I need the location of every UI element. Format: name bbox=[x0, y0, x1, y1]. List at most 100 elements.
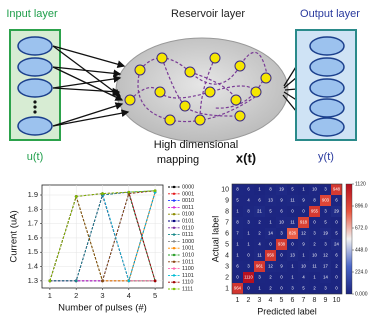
cell-label: 10 bbox=[301, 264, 306, 269]
cell-label: 11 bbox=[257, 253, 262, 258]
x-tick-label: 9 bbox=[324, 297, 328, 304]
ellipsis-dots bbox=[33, 100, 36, 113]
point bbox=[128, 191, 131, 194]
cell-label: 955 bbox=[311, 209, 319, 214]
legend-label: 1001 bbox=[182, 246, 194, 252]
cell-label: 938 bbox=[278, 242, 286, 247]
legend-label: 0011 bbox=[182, 205, 194, 211]
y-tick-label: 9 bbox=[225, 197, 229, 204]
legend-marker bbox=[173, 193, 175, 195]
legend-marker bbox=[173, 199, 175, 201]
colorbar-tick-label: 896.0 bbox=[355, 203, 368, 209]
cell-label: 19 bbox=[279, 187, 284, 192]
cell-label: 14 bbox=[268, 231, 273, 236]
cell-label: 826 bbox=[289, 231, 297, 236]
y-tick-label: 6 bbox=[225, 230, 229, 237]
figure: Input layer Reservoir layer Output layer bbox=[0, 0, 368, 317]
cell-label: 11 bbox=[290, 220, 295, 225]
y-tick-label: 1.4 bbox=[28, 262, 38, 271]
colorbar-tick-label: 224.0 bbox=[355, 269, 368, 275]
legend-label: 0110 bbox=[182, 225, 194, 231]
y-axis-label: Current (uA) bbox=[9, 210, 20, 262]
legend-label: 1101 bbox=[182, 273, 194, 279]
colorbar bbox=[346, 184, 352, 294]
cell-label: 918 bbox=[300, 220, 308, 225]
y-tick-label: 1.3 bbox=[28, 276, 38, 285]
y-tick-label: 1.5 bbox=[28, 247, 38, 256]
cell-label: 12 bbox=[268, 264, 273, 269]
legend-marker bbox=[173, 206, 175, 208]
legend-label: 1110 bbox=[182, 280, 193, 286]
legend-label: 0000 bbox=[182, 184, 194, 190]
y-tick-label: 10 bbox=[221, 186, 229, 193]
legend-marker bbox=[173, 281, 175, 283]
cell-label: 11 bbox=[312, 264, 317, 269]
x-tick-label: 8 bbox=[313, 297, 317, 304]
cell-label: 12 bbox=[323, 253, 328, 258]
legend-label: 0101 bbox=[182, 218, 194, 224]
input-title: Input layer bbox=[6, 8, 58, 20]
y-tick-label: 1.7 bbox=[28, 219, 38, 228]
diagram: Input layer Reservoir layer Output layer bbox=[6, 8, 360, 166]
x-tick-label: 3 bbox=[100, 291, 104, 300]
colorbar-tick-label: 672.0 bbox=[355, 225, 368, 231]
x-axis-label: Number of pulses (#) bbox=[58, 303, 147, 314]
legend-marker bbox=[173, 274, 175, 276]
point bbox=[75, 280, 78, 283]
legend-label: 1111 bbox=[182, 286, 193, 292]
legend-label: 0111 bbox=[182, 232, 193, 238]
reservoir-title: Reservoir layer bbox=[171, 8, 245, 20]
y-tick-label: 4 bbox=[225, 252, 229, 259]
input-signal: u(t) bbox=[27, 151, 44, 163]
legend-label: 1011 bbox=[182, 259, 194, 265]
legend-marker bbox=[173, 213, 175, 215]
legend-label: 1010 bbox=[182, 252, 194, 258]
cell-label: 956 bbox=[267, 253, 275, 258]
y-tick-label: 5 bbox=[225, 241, 229, 248]
x-tick-label: 4 bbox=[127, 291, 131, 300]
legend-label: 0010 bbox=[182, 198, 194, 204]
legend-marker bbox=[173, 220, 175, 222]
cell-label: 14 bbox=[323, 275, 328, 280]
legend-marker bbox=[173, 261, 175, 263]
x-tick-label: 4 bbox=[269, 297, 273, 304]
x-tick-label: 1 bbox=[48, 291, 52, 300]
point bbox=[101, 192, 104, 195]
point bbox=[128, 280, 131, 283]
output-nodes bbox=[310, 37, 344, 136]
cell-label: 10 bbox=[279, 220, 284, 225]
state-label: x(t) bbox=[236, 150, 256, 165]
x-tick-label: 6 bbox=[291, 297, 295, 304]
cell-label: 17 bbox=[323, 264, 328, 269]
legend-marker bbox=[173, 227, 175, 229]
legend-marker bbox=[173, 267, 175, 269]
y-tick-label: 1.8 bbox=[28, 204, 38, 213]
cell-label: 903 bbox=[322, 198, 330, 203]
cell-label: 1110 bbox=[244, 275, 253, 280]
cell-label: 13 bbox=[290, 253, 295, 258]
y-tick-label: 1.9 bbox=[28, 190, 38, 199]
y-tick-label: 1.6 bbox=[28, 233, 38, 242]
x-tick-label: 2 bbox=[74, 291, 78, 300]
legend-label: 0100 bbox=[182, 212, 194, 218]
legend-marker bbox=[173, 247, 175, 249]
cell-label: 12 bbox=[301, 231, 306, 236]
x-tick-label: 5 bbox=[153, 291, 157, 300]
input-nodes bbox=[18, 37, 52, 135]
legend-marker bbox=[173, 254, 175, 256]
colorbar-tick-label: 448.0 bbox=[355, 247, 368, 253]
cell-label: 11 bbox=[290, 198, 295, 203]
x-tick-label: 5 bbox=[280, 297, 284, 304]
cell-label: 961 bbox=[256, 264, 264, 269]
x-tick-label: 2 bbox=[247, 297, 251, 304]
output-signal: y(t) bbox=[318, 151, 334, 163]
x-tick-label: 7 bbox=[302, 297, 306, 304]
legend-label: 1100 bbox=[182, 266, 194, 272]
cell-label: 948 bbox=[333, 187, 341, 192]
cell-label: 19 bbox=[323, 231, 328, 236]
x-tick-label: 10 bbox=[333, 297, 341, 304]
y-tick-label: 2 bbox=[225, 274, 229, 281]
y-tick-label: 1 bbox=[225, 285, 229, 292]
y-tick-label: 8 bbox=[225, 208, 229, 215]
cell-label: 10 bbox=[312, 253, 317, 258]
